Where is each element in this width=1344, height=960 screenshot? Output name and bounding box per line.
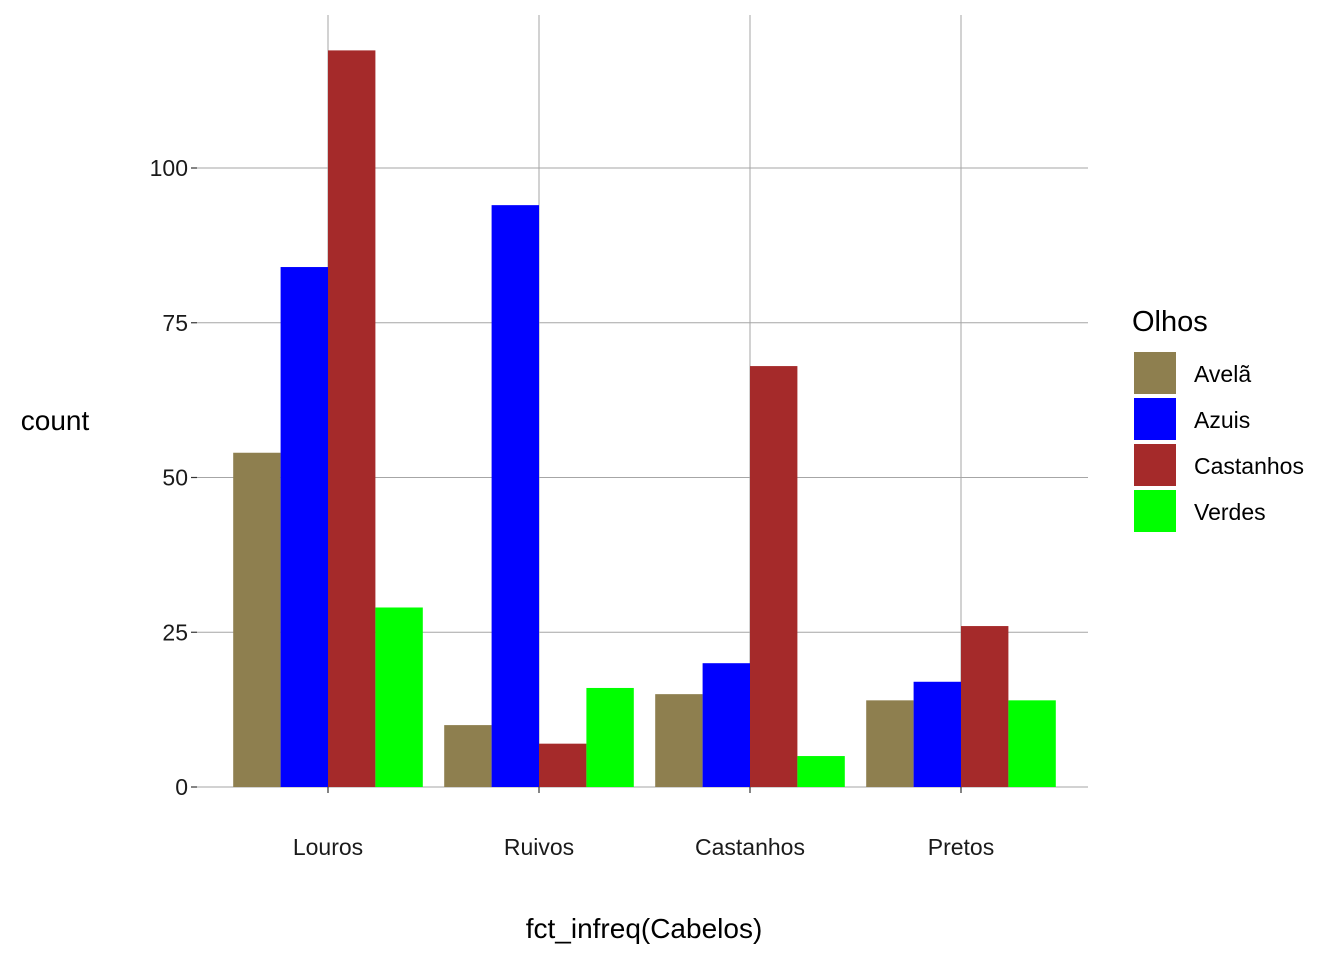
legend-label: Castanhos: [1194, 453, 1304, 479]
y-tick-label: 50: [162, 465, 188, 491]
legend-key: [1134, 444, 1176, 486]
y-tick-label: 75: [162, 310, 188, 336]
y-tick-label: 25: [162, 619, 188, 645]
x-tick-label: Louros: [293, 834, 363, 860]
legend-item: Avelã: [1134, 352, 1251, 394]
y-axis: 0 25 50 75 100: [150, 155, 197, 800]
bar: [913, 681, 961, 787]
bar: [702, 663, 750, 787]
bar: [961, 626, 1009, 787]
bar: [655, 694, 703, 787]
bar: [375, 607, 423, 787]
bar: [328, 50, 376, 787]
legend-key: [1134, 352, 1176, 394]
legend-item: Azuis: [1134, 398, 1250, 440]
legend-label: Azuis: [1194, 407, 1250, 433]
bar: [444, 725, 492, 787]
x-tick-label: Pretos: [928, 834, 994, 860]
legend-title: Olhos: [1132, 306, 1208, 338]
legend-item: Verdes: [1134, 490, 1266, 532]
bar: [539, 743, 587, 787]
y-tick-label: 0: [175, 774, 188, 800]
bar: [586, 687, 634, 787]
legend-key: [1134, 398, 1176, 440]
bars: [233, 50, 1056, 787]
bar: [1008, 700, 1056, 787]
legend-item: Castanhos: [1134, 444, 1304, 486]
bar: [866, 700, 914, 787]
legend-items: Avelã Azuis Castanhos Verdes: [1134, 352, 1304, 532]
bar: [797, 756, 845, 787]
bar: [233, 452, 281, 787]
x-axis-title: fct_infreq(Cabelos): [526, 913, 763, 944]
bar: [750, 366, 798, 787]
x-tick-label: Ruivos: [504, 834, 574, 860]
legend-label: Avelã: [1194, 361, 1251, 387]
legend-label: Verdes: [1194, 499, 1266, 525]
y-axis-title: count: [21, 405, 90, 436]
y-tick-label: 100: [150, 155, 188, 181]
x-axis: Louros Ruivos Castanhos Pretos: [293, 787, 994, 860]
bar: [280, 267, 328, 787]
legend: Olhos Avelã Azuis Castanhos Verdes: [1132, 306, 1304, 532]
bar: [491, 205, 539, 787]
legend-key: [1134, 490, 1176, 532]
x-tick-label: Castanhos: [695, 834, 805, 860]
